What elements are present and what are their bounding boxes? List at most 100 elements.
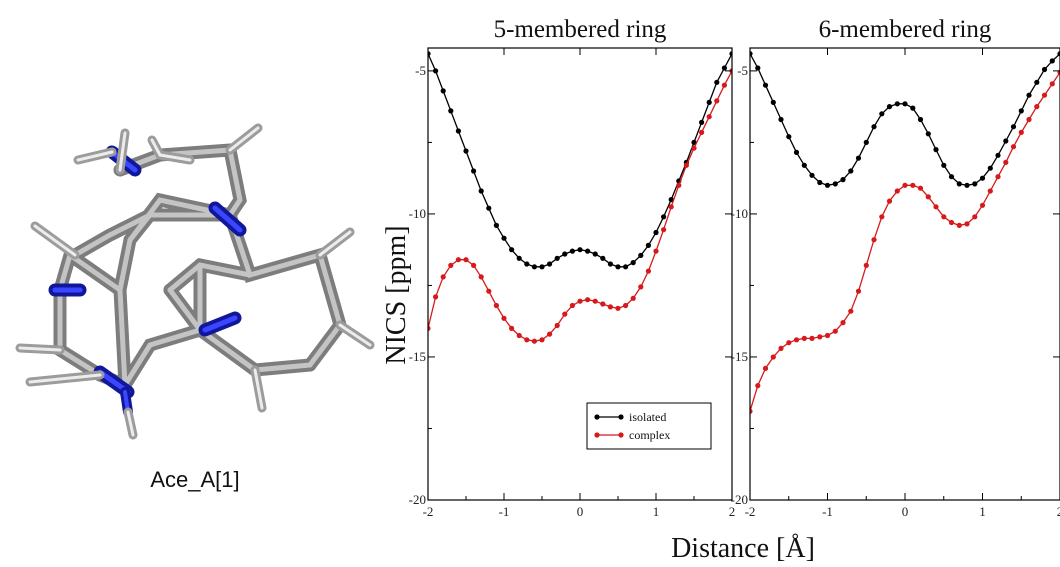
- data-point-isolated: [699, 120, 704, 125]
- data-point-isolated: [1019, 108, 1024, 113]
- data-point-complex: [988, 188, 993, 193]
- data-point-complex: [902, 183, 907, 188]
- data-point-complex: [486, 289, 491, 294]
- data-point-isolated: [879, 111, 884, 116]
- x-tick-label: 1: [653, 504, 660, 519]
- data-point-complex: [786, 340, 791, 345]
- data-point-isolated: [957, 181, 962, 186]
- data-point-isolated: [547, 261, 552, 266]
- data-point-complex: [593, 299, 598, 304]
- data-point-isolated: [593, 251, 598, 256]
- data-point-complex: [684, 163, 689, 168]
- data-point-complex: [918, 186, 923, 191]
- data-point-isolated: [941, 163, 946, 168]
- legend: isolated complex: [587, 403, 711, 449]
- data-point-complex: [562, 312, 567, 317]
- data-point-isolated: [509, 247, 514, 252]
- data-point-isolated: [600, 256, 605, 261]
- data-point-complex: [895, 188, 900, 193]
- data-point-complex: [972, 214, 977, 219]
- chart-panel-5-ring: 5-membered ring-2 -1 0 1 2-20-15-10-5isolate…: [409, 16, 736, 519]
- data-point-complex: [1042, 93, 1047, 98]
- legend-marker-complex: [618, 432, 623, 437]
- data-point-isolated: [471, 168, 476, 173]
- y-axis-title: NICS [ppm]: [381, 225, 412, 364]
- data-point-isolated: [918, 117, 923, 122]
- series-line-complex: [750, 72, 1060, 411]
- data-point-isolated: [441, 88, 446, 93]
- panel-title: 5-membered ring: [494, 16, 667, 43]
- data-point-complex: [646, 269, 651, 274]
- data-point-isolated: [539, 264, 544, 269]
- data-point-isolated: [980, 176, 985, 181]
- data-point-complex: [661, 227, 666, 232]
- series-complex: [747, 70, 1060, 414]
- data-point-complex: [949, 220, 954, 225]
- data-point-isolated: [802, 163, 807, 168]
- data-point-complex: [926, 194, 931, 199]
- data-point-complex: [755, 383, 760, 388]
- data-point-isolated: [848, 168, 853, 173]
- data-point-isolated: [1011, 124, 1016, 129]
- data-point-complex: [722, 83, 727, 88]
- data-point-isolated: [577, 247, 582, 252]
- data-point-isolated: [1042, 67, 1047, 72]
- x-tick-label: 0: [902, 504, 909, 519]
- data-point-complex: [691, 146, 696, 151]
- data-point-isolated: [646, 243, 651, 248]
- data-point-complex: [1034, 104, 1039, 109]
- data-point-complex: [441, 274, 446, 279]
- data-point-isolated: [964, 183, 969, 188]
- y-tick-label: -10: [409, 206, 426, 221]
- data-point-complex: [778, 346, 783, 351]
- y-tick-label: -5: [737, 63, 748, 78]
- data-point-isolated: [653, 230, 658, 235]
- data-point-isolated: [871, 124, 876, 129]
- data-point-complex: [763, 366, 768, 371]
- y-tick-label: -5: [415, 63, 426, 78]
- data-point-complex: [1019, 130, 1024, 135]
- data-point-isolated: [840, 177, 845, 182]
- data-point-isolated: [972, 181, 977, 186]
- data-point-complex: [871, 237, 876, 242]
- legend-label-complex: complex: [629, 428, 670, 442]
- data-point-complex: [1050, 81, 1055, 86]
- data-point-isolated: [895, 101, 900, 106]
- data-point-isolated: [778, 117, 783, 122]
- data-point-isolated: [661, 214, 666, 219]
- data-point-isolated: [456, 128, 461, 133]
- data-point-complex: [448, 263, 453, 268]
- data-point-complex: [809, 336, 814, 341]
- data-point-isolated: [463, 148, 468, 153]
- data-point-isolated: [524, 261, 529, 266]
- data-point-isolated: [887, 104, 892, 109]
- molecule-label: Ace_A[1]: [150, 467, 239, 492]
- data-point-complex: [600, 301, 605, 306]
- data-point-isolated: [714, 80, 719, 85]
- data-point-complex: [833, 329, 838, 334]
- data-point-isolated: [864, 140, 869, 145]
- data-point-isolated: [1003, 138, 1008, 143]
- data-point-isolated: [631, 260, 636, 265]
- data-point-complex: [631, 296, 636, 301]
- data-point-isolated: [856, 156, 861, 161]
- data-point-isolated: [902, 101, 907, 106]
- y-tick-label: -10: [731, 206, 748, 221]
- legend-marker-isolated: [618, 414, 623, 419]
- data-point-complex: [608, 304, 613, 309]
- data-point-complex: [539, 337, 544, 342]
- data-point-complex: [707, 114, 712, 119]
- data-point-isolated: [722, 65, 727, 70]
- data-point-isolated: [486, 206, 491, 211]
- series-isolated: [747, 51, 1060, 188]
- data-point-complex: [509, 326, 514, 331]
- chart-panel-6-ring: 6-membered ring-2 -1 0 1 2-20-15-10-5: [731, 16, 1060, 519]
- data-point-complex: [995, 174, 1000, 179]
- carbon-bonds: [60, 150, 340, 385]
- data-point-isolated: [1034, 80, 1039, 85]
- panel-title: 6-membered ring: [819, 16, 992, 43]
- data-point-complex: [794, 337, 799, 342]
- data-point-complex: [848, 309, 853, 314]
- data-point-isolated: [623, 264, 628, 269]
- data-point-complex: [1003, 160, 1008, 165]
